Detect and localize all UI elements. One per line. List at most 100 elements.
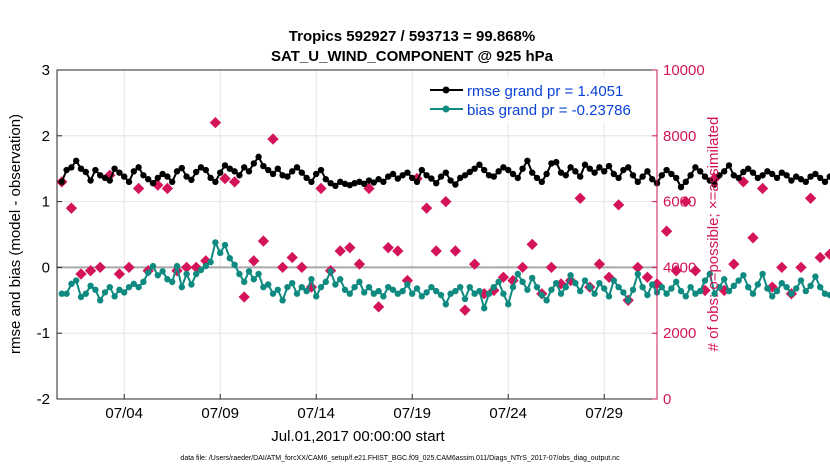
rmse-point (361, 180, 368, 188)
rmse-point (322, 176, 329, 183)
bias-point (495, 278, 502, 286)
obs-count-marker-shape (372, 301, 385, 313)
obs-count-marker-shape (756, 182, 769, 195)
bias-point (658, 283, 665, 291)
obs-count-marker (248, 255, 260, 267)
legend-box (425, 77, 651, 123)
rmse-point (807, 173, 814, 180)
obs-count-marker (132, 182, 145, 195)
obs-count-marker-shape (516, 261, 529, 274)
rmse-point (668, 170, 675, 178)
obs-count-marker (660, 225, 673, 237)
obs-count-marker-shape (660, 225, 673, 237)
bias-point (159, 268, 166, 275)
rmse-point (221, 162, 229, 169)
rmse-point (490, 173, 497, 180)
bias-point (236, 270, 243, 278)
rmse-point (140, 172, 147, 179)
rmse-point (721, 168, 728, 175)
bias-point (452, 287, 459, 295)
rmse-point (101, 174, 109, 182)
rmse-point (692, 164, 699, 171)
x-axis-label: Jul.01,2017 00:00:00 start (271, 428, 445, 445)
obs-count-marker (459, 304, 471, 316)
bias-point (706, 270, 713, 278)
rmse-point (365, 177, 373, 184)
rmse-point (706, 177, 713, 184)
obs-count-marker (632, 261, 644, 274)
obs-count-marker-shape (795, 261, 807, 274)
rmse-point (260, 162, 267, 170)
bias-point (97, 297, 104, 304)
obs-count-marker-shape (680, 195, 692, 208)
bias-point (178, 283, 185, 291)
obs-count-marker (804, 192, 817, 204)
rmse-point (413, 178, 421, 186)
bias-point (461, 295, 469, 303)
rmse-point (236, 172, 243, 179)
obs-count-marker (795, 261, 807, 274)
bias-point (385, 283, 392, 291)
bias-point (87, 282, 94, 290)
rmse-point (380, 178, 387, 186)
obs-count-marker-shape (392, 245, 404, 257)
rmse-point (375, 176, 382, 183)
bias-point (716, 283, 723, 291)
bias-point (164, 276, 171, 283)
bias-point (121, 289, 128, 296)
bias-point (183, 270, 190, 278)
bias-point (145, 269, 152, 276)
rmse-point (217, 169, 224, 176)
rmse-point (495, 168, 502, 175)
bias-point (629, 286, 637, 293)
bias-point (682, 293, 689, 300)
bias-point (807, 282, 814, 290)
bias-point (375, 287, 382, 295)
obs-count-marker (641, 271, 654, 283)
rmse-point (773, 174, 781, 182)
rmse-point (553, 158, 560, 166)
obs-count-marker (440, 195, 452, 208)
axes-layer: 07/04 07/09 07/14 07/19 07/24 07/29 -2 -1 0 1 2 3 0 2… (37, 62, 705, 422)
obs-count-marker-shape (238, 291, 250, 303)
bias-point (649, 281, 656, 288)
legend-label-rmse: rmse grand pr = 1.4051 (467, 83, 623, 100)
bias-point (557, 290, 565, 297)
bias-point (58, 290, 65, 297)
rmse-point (509, 170, 517, 178)
rmse-point (293, 164, 301, 171)
bias-point (207, 258, 214, 266)
bias-point (173, 262, 181, 270)
bias-point (68, 280, 75, 288)
bias-point (73, 277, 80, 284)
x-tick-label: 07/04 (105, 405, 143, 422)
bias-point (769, 293, 776, 300)
legend: rmse grand pr = 1.4051 bias grand pr = -… (425, 77, 651, 123)
bias-point (740, 272, 747, 279)
y-axis-label-left: rmse and bias (model - observation) (7, 114, 24, 354)
obs-count-marker (420, 202, 433, 214)
bias-point (663, 290, 670, 297)
rmse-point (466, 168, 473, 176)
rmse-point (337, 178, 344, 186)
y-right-tick-label: 4000 (663, 259, 696, 276)
bias-point (111, 293, 118, 300)
y-left-tick-label: -1 (37, 325, 50, 342)
bias-point (586, 283, 593, 291)
rmse-point (500, 164, 507, 171)
bias-point (754, 281, 761, 288)
bias-point (620, 289, 627, 296)
obs-count-marker-shape (286, 251, 298, 264)
bias-point (701, 277, 709, 284)
obs-count-marker (267, 133, 279, 145)
bias-point (274, 286, 281, 293)
obs-count-marker-shape (814, 251, 826, 264)
y-left-tick-label: 2 (42, 128, 50, 145)
bias-point (644, 291, 651, 299)
bias-point (457, 283, 464, 291)
x-tick-label: 07/09 (201, 405, 239, 422)
rmse-point (519, 165, 526, 172)
rmse-point (581, 161, 589, 168)
bias-point (730, 282, 737, 290)
rmse-point (783, 172, 790, 179)
